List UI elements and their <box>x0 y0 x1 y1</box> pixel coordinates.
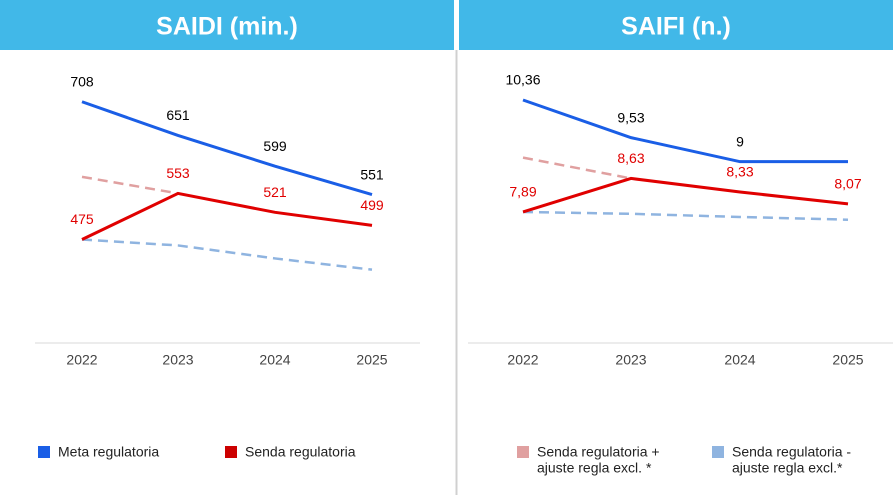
data-label: 8,63 <box>617 150 644 166</box>
data-label: 553 <box>166 165 190 181</box>
data-label: 7,89 <box>509 184 536 200</box>
data-label: 708 <box>70 73 94 89</box>
line <box>522 176 849 214</box>
data-label: 8,33 <box>726 164 753 180</box>
line <box>81 191 373 241</box>
dashed-line <box>81 238 373 271</box>
data-label: 8,07 <box>834 176 861 192</box>
x-tick-label: 2022 <box>507 352 538 368</box>
line <box>81 100 373 197</box>
legend-swatch <box>517 446 529 458</box>
x-tick-label: 2025 <box>832 352 863 368</box>
data-label: 499 <box>360 197 384 213</box>
data-label: 521 <box>263 184 287 200</box>
x-tick-label: 2024 <box>724 352 755 368</box>
legend-swatch <box>38 446 50 458</box>
data-label: 599 <box>263 138 287 154</box>
x-tick-label: 2023 <box>615 352 646 368</box>
data-label: 9 <box>736 133 744 149</box>
legend-label: Meta regulatoria <box>58 444 159 460</box>
header-bar <box>459 0 893 50</box>
data-label: 551 <box>360 166 384 182</box>
legend-label: Senda regulatoria + <box>537 444 660 460</box>
legend-label: Senda regulatoria <box>245 444 356 460</box>
x-tick-label: 2025 <box>356 352 387 368</box>
data-label: 475 <box>70 211 94 227</box>
data-label: 10,36 <box>505 72 540 88</box>
dashed-line <box>522 210 849 221</box>
x-tick-label: 2022 <box>66 352 97 368</box>
x-tick-label: 2024 <box>259 352 290 368</box>
legend-label: ajuste regla excl. * <box>537 460 652 476</box>
chart-title: SAIFI (n.) <box>621 13 731 41</box>
x-tick-label: 2023 <box>162 352 193 368</box>
data-label: 651 <box>166 107 190 123</box>
data-label: 9,53 <box>617 109 644 125</box>
line <box>522 98 848 164</box>
legend-label: Senda regulatoria - <box>732 444 851 460</box>
header-bar <box>0 0 454 50</box>
dashed-line <box>522 156 632 180</box>
legend-swatch <box>225 446 237 458</box>
dashed-line <box>81 175 179 195</box>
legend-swatch <box>712 446 724 458</box>
legend-label: ajuste regla excl.* <box>732 460 843 476</box>
chart-title: SAIDI (min.) <box>156 13 298 41</box>
